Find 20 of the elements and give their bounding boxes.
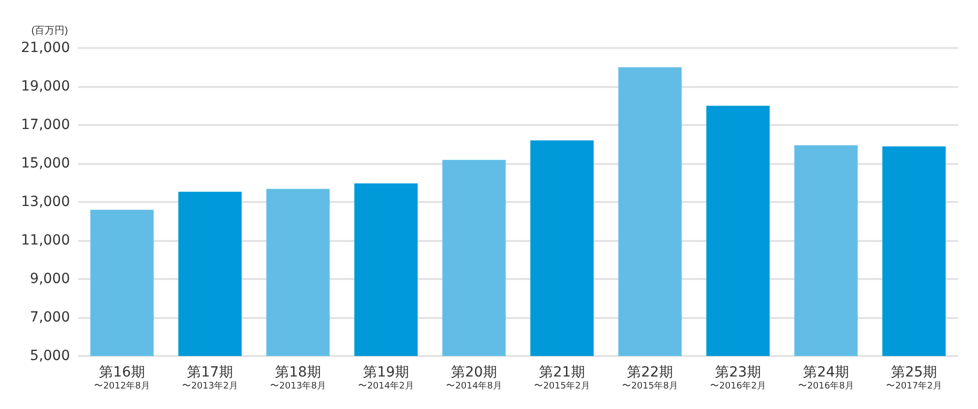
x-tick-label: 第18期〜2013年8月 xyxy=(270,364,326,392)
x-tick-label: 第17期〜2013年2月 xyxy=(182,364,238,392)
x-tick-label: 第19期〜2014年2月 xyxy=(358,364,414,392)
y-tick-label: 21,000 xyxy=(21,40,70,56)
y-tick-label: 13,000 xyxy=(21,194,70,210)
x-tick-label: 第22期〜2015年8月 xyxy=(622,364,678,392)
y-tick-label: 11,000 xyxy=(21,232,70,248)
x-tick-label: 第23期〜2016年2月 xyxy=(710,364,766,392)
x-tick-label: 第25期〜2017年2月 xyxy=(886,364,942,392)
x-tick-label: 第16期〜2012年8月 xyxy=(94,364,150,392)
y-tick-label: 5,000 xyxy=(30,348,70,364)
x-tick-label: 第21期〜2015年2月 xyxy=(534,364,590,392)
x-tick-label: 第24期〜2016年8月 xyxy=(798,364,854,392)
x-tick-label: 第20期〜2014年8月 xyxy=(446,364,502,392)
y-tick-label: 7,000 xyxy=(30,310,70,326)
y-tick-label: 19,000 xyxy=(21,78,70,94)
y-tick-label: 15,000 xyxy=(21,156,70,172)
y-axis-title: (百万円) xyxy=(31,26,68,36)
y-tick-label: 9,000 xyxy=(30,271,70,287)
y-tick-label: 17,000 xyxy=(21,117,70,133)
